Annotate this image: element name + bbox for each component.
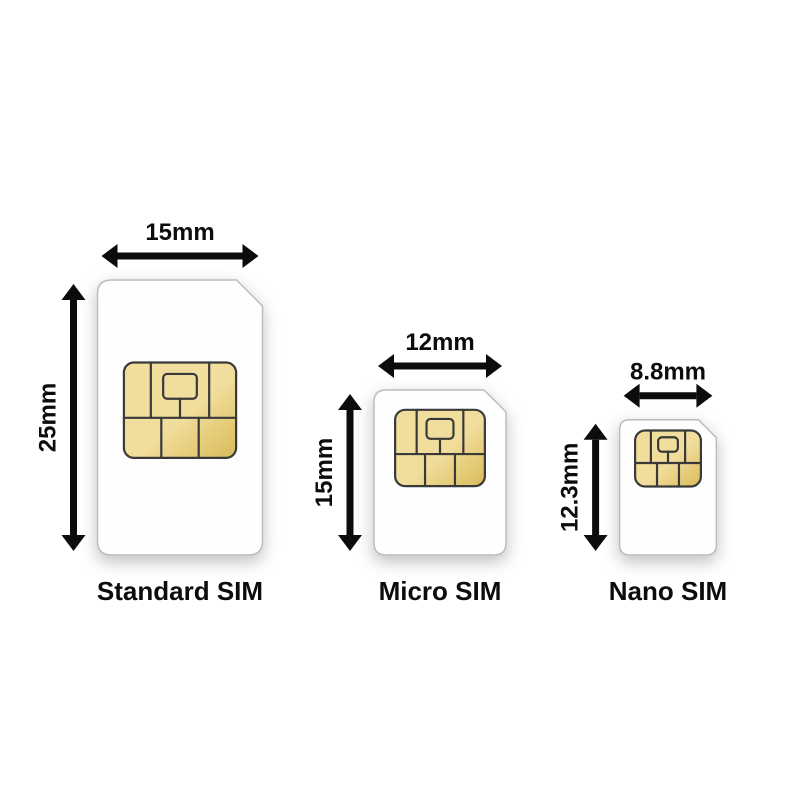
width-label: 12mm xyxy=(405,329,474,356)
sim-name-label: Standard SIM xyxy=(97,576,263,606)
height-label: 25mm xyxy=(35,383,62,452)
sim-size-comparison-diagram: 15mm 25mm Standard SIM 12mm 15mm Micro SIM 8.8… xyxy=(0,0,800,800)
sim-name-label: Micro SIM xyxy=(379,576,502,606)
sim-name-label: Nano SIM xyxy=(609,576,727,606)
width-label: 8.8mm xyxy=(630,359,706,386)
height-label: 15mm xyxy=(311,438,338,507)
height-label: 12.3mm xyxy=(557,443,584,532)
width-label: 15mm xyxy=(145,219,214,246)
